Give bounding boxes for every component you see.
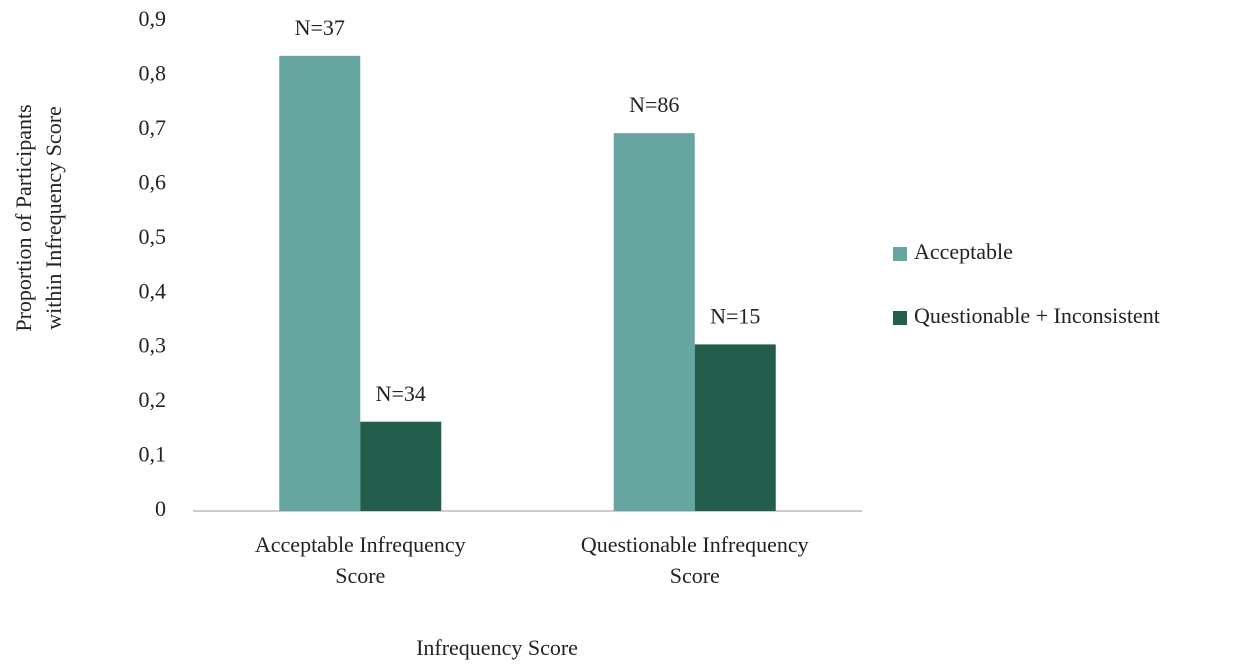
legend-swatch xyxy=(893,247,907,261)
legend-label: Acceptable xyxy=(914,239,1013,264)
bar xyxy=(279,55,361,511)
y-tick-label: 0,1 xyxy=(139,442,167,467)
y-axis-title-line: Proportion of Participants xyxy=(11,104,36,331)
y-axis-title-line: within Infrequency Score xyxy=(41,106,66,330)
y-tick-label: 0,2 xyxy=(139,387,167,412)
y-tick-label: 0,9 xyxy=(139,6,167,31)
data-label: N=15 xyxy=(710,303,760,328)
data-label: N=34 xyxy=(376,381,426,406)
bar xyxy=(694,344,776,511)
y-tick-label: 0,7 xyxy=(139,115,167,140)
y-tick-label: 0,6 xyxy=(139,169,167,194)
bar xyxy=(613,133,695,511)
bar xyxy=(360,421,442,511)
y-tick-label: 0 xyxy=(155,496,166,521)
y-tick-label: 0,3 xyxy=(139,333,167,358)
x-tick-label: Questionable Infrequency Score xyxy=(581,532,809,588)
y-tick-label: 0,8 xyxy=(139,60,167,85)
y-axis-title: Proportion of Participants within Infreq… xyxy=(11,104,66,331)
x-axis-title: Infrequency Score xyxy=(416,635,578,660)
y-tick-label: 0,5 xyxy=(139,224,167,249)
data-label: N=37 xyxy=(295,15,345,40)
x-tick-label: Acceptable Infrequency Score xyxy=(255,532,466,588)
data-label: N=86 xyxy=(629,92,679,117)
legend-label: Questionable + Inconsistent xyxy=(914,303,1160,328)
y-tick-label: 0,4 xyxy=(139,278,167,303)
legend-swatch xyxy=(893,311,907,325)
